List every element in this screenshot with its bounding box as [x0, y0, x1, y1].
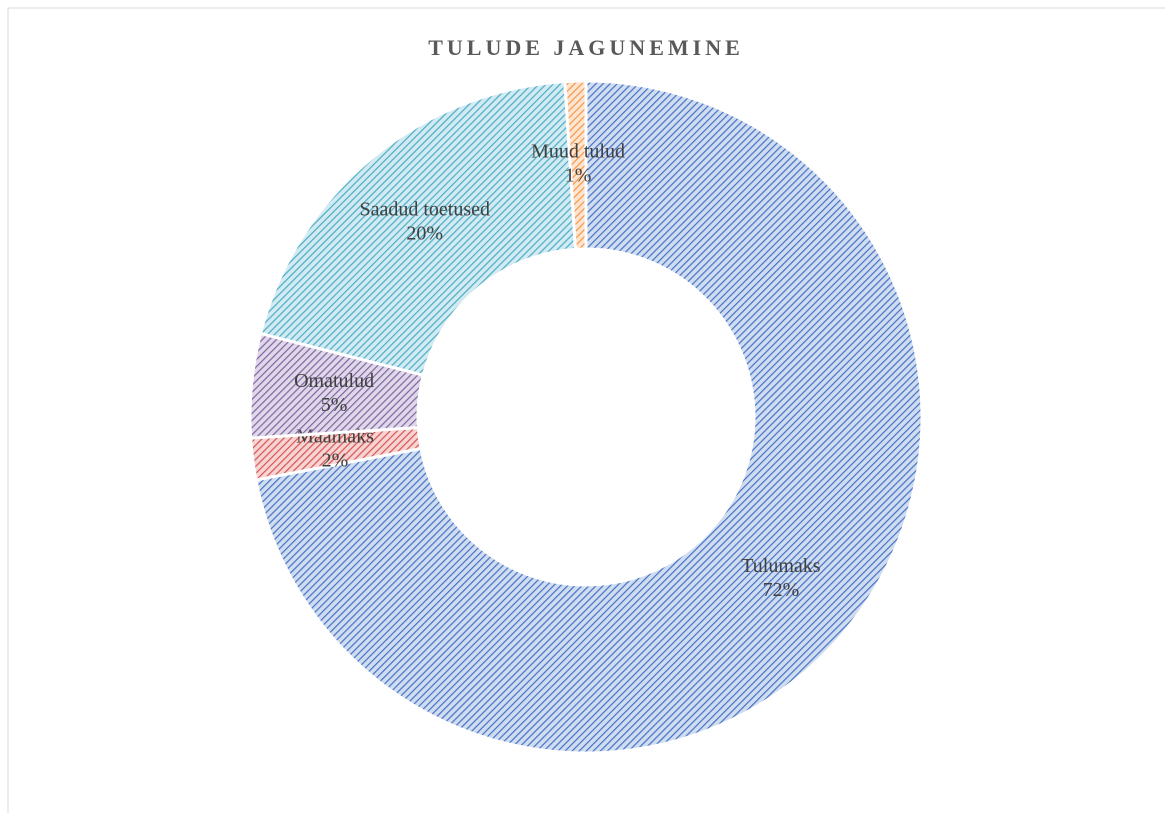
slice-value-label: 20%	[406, 223, 443, 245]
donut-slice	[563, 79, 588, 251]
slice-category-label: Omatulud	[294, 370, 374, 392]
slice-category-label: Saadud toetused	[359, 199, 490, 221]
chart-frame	[7, 7, 1165, 813]
slice-value-label: 5%	[321, 394, 348, 416]
slice-value-label: 2%	[322, 449, 349, 471]
slice-category-label: Tulumaks	[741, 555, 821, 577]
slice-value-label: 1%	[565, 165, 592, 187]
donut-slice	[254, 79, 924, 755]
slice-category-label: Muud tulud	[531, 141, 625, 163]
chart-title: TULUDE JAGUNEMINE	[428, 35, 744, 60]
slice-value-label: 72%	[763, 579, 800, 601]
donut-slice	[258, 80, 578, 378]
